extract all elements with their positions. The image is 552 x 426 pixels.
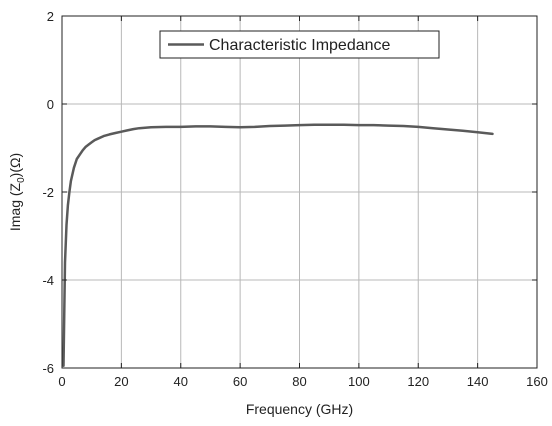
x-axis-label: Frequency (GHz) [246,401,353,417]
y-tick-label-0: 0 [47,97,54,112]
y-axis-label-unit: )(Ω) [7,153,23,177]
series-layer [62,123,494,368]
tick-layer: 0 20 40 60 80 100 120 140 160 -6 -4 -2 0 2 [42,9,547,389]
x-tick-label-60: 60 [233,374,247,389]
x-tick-label-160: 160 [526,374,548,389]
legend-box [159,30,440,59]
y-axis-label: Imag (Z0)(Ω) [7,153,27,231]
x-tick-label-100: 100 [348,374,370,389]
grid-layer [61,15,538,369]
y-tick-label--2: -2 [42,185,54,200]
x-tick-label-0: 0 [58,374,65,389]
legend: Characteristic Impedance [159,30,440,59]
y-tick-label--4: -4 [42,273,54,288]
x-tick-label-40: 40 [174,374,188,389]
series-line-characteristic-impedance [62,123,494,368]
legend-label-characteristic-impedance: Characteristic Impedance [209,37,391,54]
y-tick-label-2: 2 [47,9,54,24]
y-tick-label--6: -6 [42,361,54,376]
x-tick-label-20: 20 [114,374,128,389]
x-tick-label-120: 120 [407,374,429,389]
y-axis-label-main: Imag (Z [7,182,23,231]
x-tick-label-140: 140 [467,374,489,389]
y-axis-label-subscript: 0 [16,177,27,183]
x-tick-label-80: 80 [292,374,306,389]
